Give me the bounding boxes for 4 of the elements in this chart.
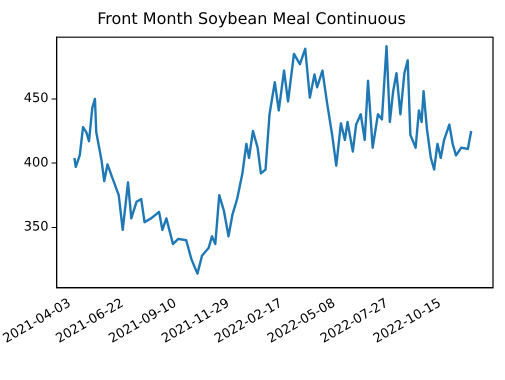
y-tick-label: 350 [24,220,49,235]
chart-title: Front Month Soybean Meal Continuous [97,8,406,28]
y-tick-label: 400 [24,155,49,170]
y-tick-label: 450 [24,91,49,106]
